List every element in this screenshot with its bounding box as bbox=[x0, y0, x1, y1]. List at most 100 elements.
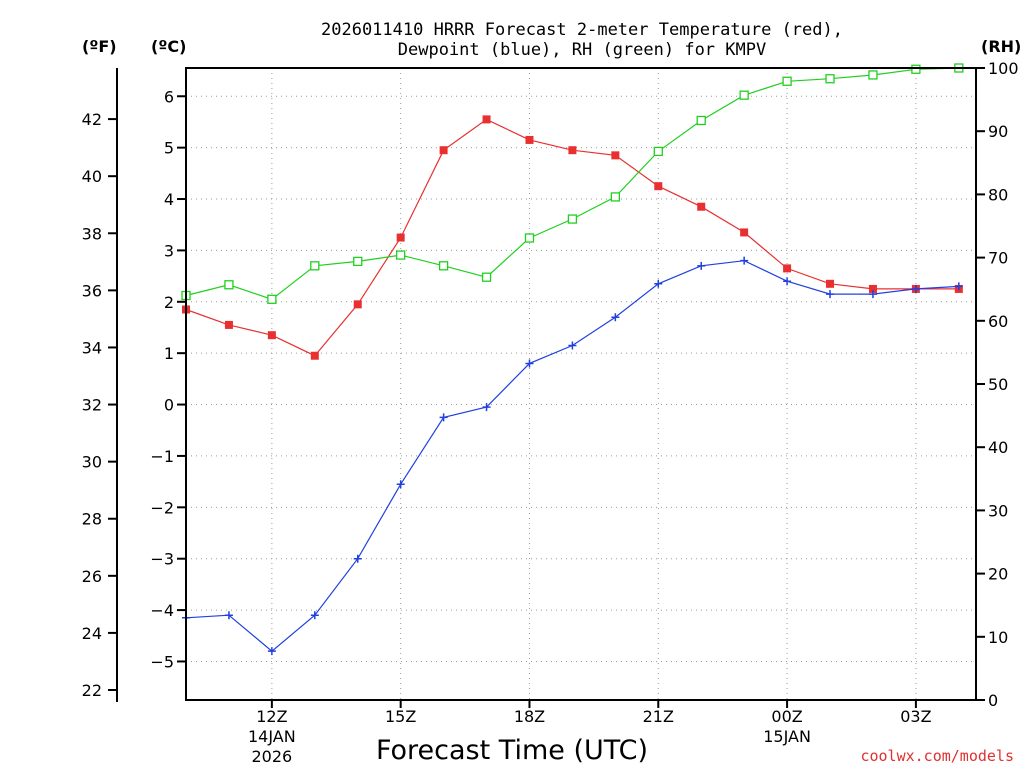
fahrenheit-tick-label: 42 bbox=[82, 110, 102, 129]
temperature-point bbox=[783, 264, 792, 273]
rh-tick-label: 90 bbox=[988, 122, 1008, 141]
temperature-point bbox=[654, 182, 663, 191]
dewpoint-point bbox=[611, 313, 620, 322]
x-axis-label: Forecast Time (UTC) bbox=[376, 735, 648, 766]
celsius-unit-label: (ºC) bbox=[151, 37, 186, 56]
temperature-point bbox=[396, 233, 405, 242]
rh-point bbox=[911, 64, 921, 74]
dewpoint-point bbox=[826, 290, 835, 299]
rh-tick-label: 60 bbox=[988, 312, 1008, 331]
fahrenheit-unit-label: (ºF) bbox=[82, 37, 117, 56]
celsius-tick-label: 3 bbox=[164, 241, 174, 260]
rh-tick-label: 80 bbox=[988, 185, 1008, 204]
rh-point bbox=[567, 214, 578, 224]
dewpoint-point bbox=[353, 554, 362, 563]
rh-tick-label: 50 bbox=[988, 375, 1008, 394]
x-tick-date-label: 15JAN bbox=[763, 727, 811, 746]
fahrenheit-tick-label: 36 bbox=[82, 281, 102, 300]
rh-tick-label: 20 bbox=[988, 565, 1008, 584]
dewpoint-point bbox=[868, 290, 877, 299]
temperature-point bbox=[611, 151, 620, 160]
rh-unit-label: (RH) bbox=[981, 37, 1021, 56]
temperature-point bbox=[224, 320, 233, 329]
dewpoint-point bbox=[224, 611, 233, 620]
x-tick-label: 03Z bbox=[900, 707, 931, 726]
rh-tick-label: 30 bbox=[988, 501, 1008, 520]
rh-point bbox=[610, 192, 620, 202]
x-tick-label: 12Z bbox=[256, 707, 287, 726]
celsius-tick-label: 2 bbox=[164, 293, 174, 312]
dewpoint-point bbox=[783, 277, 792, 286]
rh-point bbox=[224, 280, 234, 290]
rh-point bbox=[267, 294, 277, 304]
rh-point bbox=[524, 233, 535, 243]
rh-point bbox=[782, 76, 792, 86]
dewpoint-point bbox=[911, 284, 920, 293]
celsius-tick-label: 4 bbox=[164, 190, 174, 209]
temperature-point bbox=[568, 146, 577, 155]
credit-text: coolwx.com/models bbox=[860, 747, 1014, 765]
x-tick-date-label: 14JAN bbox=[248, 727, 296, 746]
grid-lines bbox=[186, 68, 976, 700]
rh-tick-label: 100 bbox=[988, 59, 1019, 78]
temperature-point bbox=[868, 284, 877, 293]
x-tick-label: 15Z bbox=[385, 707, 416, 726]
celsius-tick-label: −3 bbox=[150, 550, 174, 569]
dewpoint-point bbox=[954, 282, 963, 291]
dewpoint-point bbox=[482, 403, 491, 412]
dewpoint-point bbox=[654, 279, 663, 288]
rh-tick-label: 0 bbox=[988, 691, 998, 710]
temperature-point bbox=[525, 135, 534, 144]
dewpoint-point bbox=[740, 256, 749, 265]
temperature-point bbox=[697, 202, 706, 211]
temperature-point bbox=[267, 331, 276, 340]
celsius-tick-label: −1 bbox=[150, 447, 174, 466]
dewpoint-point bbox=[568, 341, 577, 350]
rh-tick-label: 40 bbox=[988, 438, 1008, 457]
temperature-line bbox=[185, 118, 959, 357]
rh-tick-label: 70 bbox=[988, 249, 1008, 268]
rh-point bbox=[825, 74, 835, 84]
dewpoint-point bbox=[697, 261, 706, 270]
fahrenheit-tick-label: 30 bbox=[82, 453, 102, 472]
dewpoint-point bbox=[439, 413, 448, 422]
rh-tick-label: 10 bbox=[988, 628, 1008, 647]
celsius-tick-label: 5 bbox=[164, 139, 174, 158]
celsius-tick-label: −4 bbox=[150, 601, 174, 620]
rh-line bbox=[185, 67, 959, 300]
x-tick-label: 21Z bbox=[643, 707, 674, 726]
fahrenheit-tick-label: 32 bbox=[82, 396, 102, 415]
rh-point bbox=[481, 272, 492, 282]
x-tick-year-label: 2026 bbox=[252, 747, 293, 766]
chart-title-line2: Dewpoint (blue), RH (green) for KMPV bbox=[398, 40, 766, 60]
temperature-point bbox=[482, 115, 491, 124]
fahrenheit-tick-label: 22 bbox=[82, 681, 102, 700]
rh-point bbox=[739, 90, 749, 100]
dewpoint-point bbox=[525, 359, 534, 368]
x-tick-label: 00Z bbox=[771, 707, 802, 726]
fahrenheit-tick-label: 40 bbox=[82, 167, 102, 186]
rh-point bbox=[353, 256, 363, 267]
temperature-point bbox=[740, 228, 749, 237]
celsius-tick-label: 6 bbox=[164, 87, 174, 106]
fahrenheit-tick-label: 38 bbox=[82, 224, 102, 243]
fahrenheit-tick-label: 26 bbox=[82, 567, 102, 586]
celsius-tick-label: 0 bbox=[164, 396, 174, 415]
axes bbox=[108, 67, 985, 708]
plot-frame bbox=[185, 67, 977, 701]
x-tick-label: 18Z bbox=[514, 707, 545, 726]
rh-point bbox=[310, 261, 320, 271]
celsius-tick-label: −5 bbox=[150, 652, 174, 671]
rh-point bbox=[696, 115, 706, 126]
celsius-tick-label: −2 bbox=[150, 498, 174, 517]
dewpoint-point bbox=[396, 480, 405, 489]
fahrenheit-tick-label: 24 bbox=[82, 624, 102, 643]
tick-labels: 6543210−1−2−3−4−542403836343230282624221… bbox=[82, 59, 1019, 766]
temperature-point bbox=[439, 146, 448, 155]
fahrenheit-tick-label: 34 bbox=[82, 338, 102, 357]
series-layer bbox=[181, 63, 964, 656]
dewpoint-point bbox=[267, 647, 276, 656]
rh-point bbox=[653, 146, 663, 157]
chart-title-line1: 2026011410 HRRR Forecast 2-meter Tempera… bbox=[321, 20, 843, 40]
rh-point bbox=[438, 261, 449, 271]
